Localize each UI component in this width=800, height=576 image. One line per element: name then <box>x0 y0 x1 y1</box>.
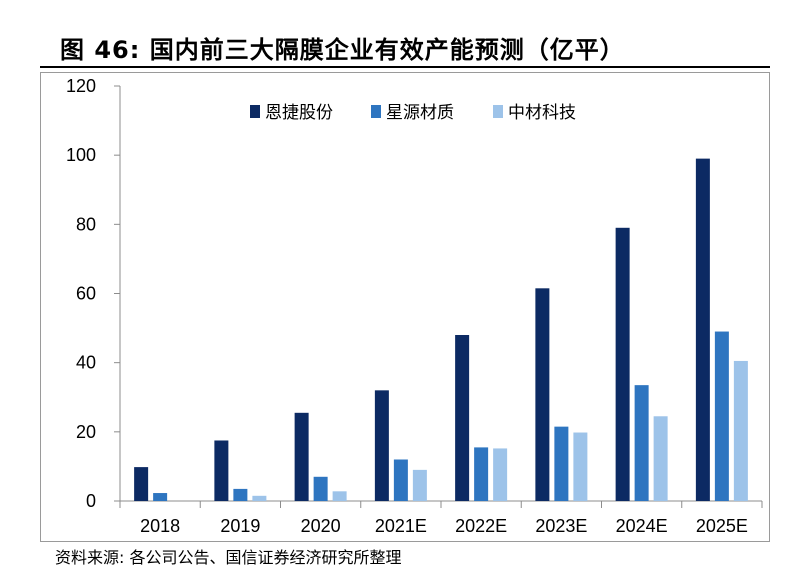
y-tick-label: 100 <box>66 145 96 165</box>
bar <box>695 158 710 501</box>
y-tick-label: 60 <box>76 284 96 304</box>
bar <box>294 412 309 501</box>
legend-swatch <box>250 105 260 118</box>
bar <box>313 476 328 501</box>
bar <box>455 335 470 501</box>
bar <box>214 440 229 501</box>
x-tick-label: 2020 <box>301 516 341 536</box>
bar <box>474 447 489 501</box>
bar <box>374 390 389 501</box>
bar <box>153 493 168 501</box>
bar <box>252 495 267 501</box>
x-tick-label: 2023E <box>535 516 587 536</box>
bar <box>332 491 347 501</box>
bar <box>493 448 508 501</box>
chart-frame <box>40 72 770 542</box>
source-note: 资料来源: 各公司公告、国信证券经济研究所整理 <box>55 548 402 567</box>
bar <box>412 469 427 501</box>
bar <box>714 331 729 501</box>
bar <box>554 426 569 501</box>
figure-title: 图 46: 国内前三大隔膜企业有效产能预测（亿平） <box>60 36 625 64</box>
bar <box>233 488 248 501</box>
legend-swatch <box>493 105 503 118</box>
x-tick-label: 2024E <box>616 516 668 536</box>
figure-title-bar: 图 46: 国内前三大隔膜企业有效产能预测（亿平） <box>40 18 770 68</box>
x-tick-label: 2021E <box>375 516 427 536</box>
x-tick-label: 2025E <box>696 516 748 536</box>
y-tick-label: 80 <box>76 214 96 234</box>
x-tick-label: 2019 <box>220 516 260 536</box>
bar <box>393 459 408 501</box>
y-tick-label: 120 <box>66 76 96 96</box>
legend-label: 中材科技 <box>508 103 576 122</box>
legend-label: 星源材质 <box>386 103 454 122</box>
x-tick-label: 2022E <box>455 516 507 536</box>
y-tick-label: 40 <box>76 353 96 373</box>
bar <box>615 227 630 501</box>
bar <box>653 416 668 501</box>
bar <box>573 432 588 501</box>
bar <box>634 385 649 501</box>
x-tick-label: 2018 <box>140 516 180 536</box>
legend-label: 恩捷股份 <box>265 103 333 122</box>
bar <box>535 288 550 501</box>
bar <box>733 360 748 501</box>
legend-swatch <box>371 105 381 118</box>
y-tick-label: 0 <box>86 491 96 511</box>
bar <box>134 467 149 501</box>
y-tick-label: 20 <box>76 422 96 442</box>
